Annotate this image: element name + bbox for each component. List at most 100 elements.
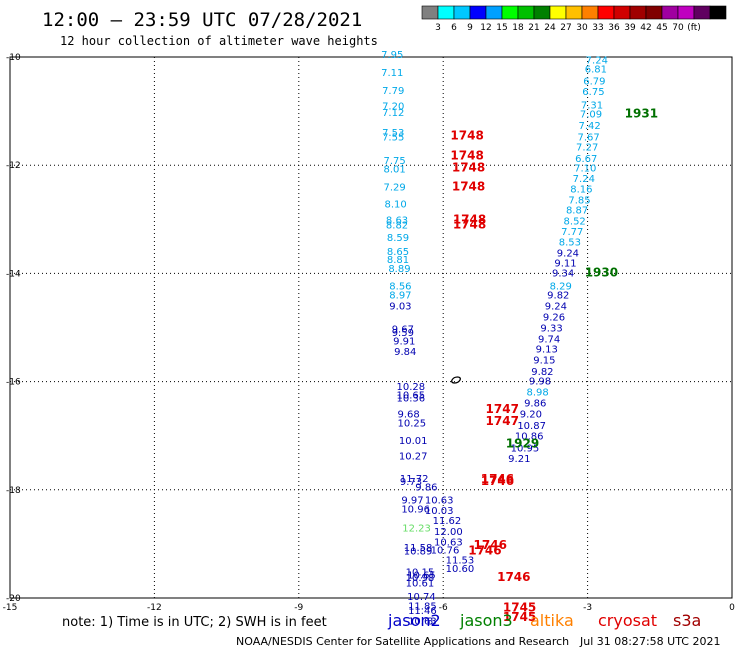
colorbar-swatch	[421, 5, 439, 20]
wave-height-label: 8	[427, 617, 433, 628]
note-text: note: 1) Time is in UTC; 2) SWH is in fe…	[62, 615, 327, 630]
wave-height-label: 9.86	[415, 483, 437, 494]
colorbar-swatch	[613, 5, 631, 20]
pass-time-label: 1748	[453, 212, 486, 226]
wave-height-label: 10.03	[425, 506, 454, 517]
x-tick-label: -15	[3, 603, 18, 613]
colorbar-tick-label: 24	[544, 23, 556, 33]
wave-height-label: 6.75	[582, 87, 604, 98]
legend-cryosat: cryosat	[598, 611, 657, 630]
pass-time-label: 1929	[506, 436, 539, 450]
wave-height-label: 8.53	[559, 237, 581, 248]
wave-height-label: 9.67	[392, 325, 414, 336]
colorbar-swatch	[533, 5, 551, 20]
wave-height-label: 7.20	[382, 102, 404, 113]
wave-height-label: 7.29	[384, 182, 406, 193]
colorbar-tick-label: 33	[592, 23, 603, 33]
wave-height-label: 7.10	[574, 163, 596, 174]
colorbar-tick-label: 30	[576, 23, 588, 33]
colorbar-swatch	[661, 5, 679, 20]
wave-height-label: 9.33	[540, 324, 562, 335]
wave-height-label: 9.24	[545, 301, 567, 312]
plot-frame	[9, 56, 733, 599]
pass-time-label: 1747	[486, 402, 519, 416]
pass-time-label: 1745	[503, 610, 536, 624]
wave-height-label: 8.97	[389, 290, 411, 301]
colorbar-swatch	[693, 5, 711, 20]
colorbar-swatch	[709, 5, 727, 20]
footer-org: NOAA/NESDIS Center for Satellite Applica…	[236, 635, 569, 648]
colorbar-swatch	[677, 5, 695, 20]
x-tick-label: -12	[147, 603, 162, 613]
wave-height-label: 9.13	[536, 345, 558, 356]
colorbar-tick-label: 6	[451, 23, 457, 33]
wave-height-label: 10.63	[408, 617, 437, 628]
wave-height-label: 7.24	[586, 56, 608, 67]
wave-height-label: 10.74	[407, 592, 436, 603]
wave-height-label: 8.89	[388, 264, 410, 275]
pass-time-label: 1746	[468, 543, 501, 557]
wave-height-label: 7.09	[580, 109, 602, 120]
wave-height-label: 6.79	[583, 76, 605, 87]
wave-height-label: 9.82	[547, 290, 569, 301]
wave-height-label: 8.01	[384, 164, 406, 175]
pass-time-label: 1746	[481, 474, 514, 488]
pass-time-label: 1748	[450, 128, 483, 142]
wave-height-label: 9.74	[538, 334, 560, 345]
wave-height-label: 10.63	[434, 538, 463, 549]
wave-height-label: 10.65	[407, 571, 436, 582]
colorbar-swatch	[549, 5, 567, 20]
wave-height-label: 8.65	[387, 247, 409, 258]
x-tick-label: -6	[439, 603, 448, 613]
wave-height-label: 11.85	[408, 602, 437, 613]
wave-height-label: 9.91	[393, 336, 415, 347]
pass-time-label: 1748	[452, 179, 485, 193]
wave-height-label: 7.42	[578, 121, 600, 132]
wave-height-label: 9.68	[397, 410, 419, 421]
colorbar-tick-label: 3	[435, 23, 441, 33]
colorbar-tick-label: 36	[608, 23, 620, 33]
wave-height-label: 8.56	[389, 281, 411, 292]
wave-height-label: 8.98	[526, 387, 548, 398]
wave-height-label: 10.61	[406, 578, 435, 589]
colorbar-tick-label: 70	[672, 23, 684, 33]
wave-height-label: 10.86	[515, 432, 544, 443]
wave-height-label: 11.62	[433, 516, 462, 527]
pass-time-label: 1930	[585, 265, 618, 279]
wave-height-label: 7.24	[573, 174, 595, 185]
legend-altika: altika	[530, 611, 574, 630]
wave-height-label: 9.15	[533, 355, 555, 366]
wave-height-label: 7.75	[384, 156, 406, 167]
pass-time-label: 1746	[481, 472, 514, 486]
wave-height-label: 10.60	[446, 564, 475, 575]
wave-height-label: 7.79	[382, 86, 404, 97]
legend-jason3: jason3	[459, 611, 513, 630]
pass-time-label: 1748	[450, 148, 483, 162]
plot-grid	[10, 57, 732, 598]
wave-height-label: 10.65	[397, 391, 426, 402]
page-subtitle: 12 hour collection of altimeter wave hei…	[60, 34, 378, 48]
wave-height-label: 6.67	[575, 154, 597, 165]
colorbar-tick-label: (ft)	[687, 23, 701, 33]
wave-height-label: 9.34	[552, 268, 574, 279]
colorbar-tick-label: 27	[560, 23, 571, 33]
wave-height-label: 9.98	[529, 377, 551, 388]
wave-height-label: 9.82	[531, 367, 553, 378]
colorbar-tick-label: 15	[496, 23, 507, 33]
wave-height-label: 8.87	[566, 206, 588, 217]
coastline-feature	[451, 376, 461, 384]
wave-height-label: 8.81	[387, 255, 409, 266]
wave-height-label: 9.11	[554, 259, 576, 270]
colorbar-tick-label: 21	[528, 23, 539, 33]
wave-height-label: 9.26	[543, 313, 565, 324]
wave-height-label: 7.77	[561, 227, 583, 238]
wave-height-label: 8.63	[386, 215, 408, 226]
wave-height-label: 7.85	[568, 195, 590, 206]
wave-height-label: 7.67	[577, 133, 599, 144]
wave-height-label: 8.52	[564, 216, 586, 227]
x-tick-label: -9	[294, 603, 303, 613]
wave-height-label: 12.00	[434, 527, 463, 538]
wave-height-label: 8.10	[384, 200, 406, 211]
colorbar-swatch	[437, 5, 455, 20]
